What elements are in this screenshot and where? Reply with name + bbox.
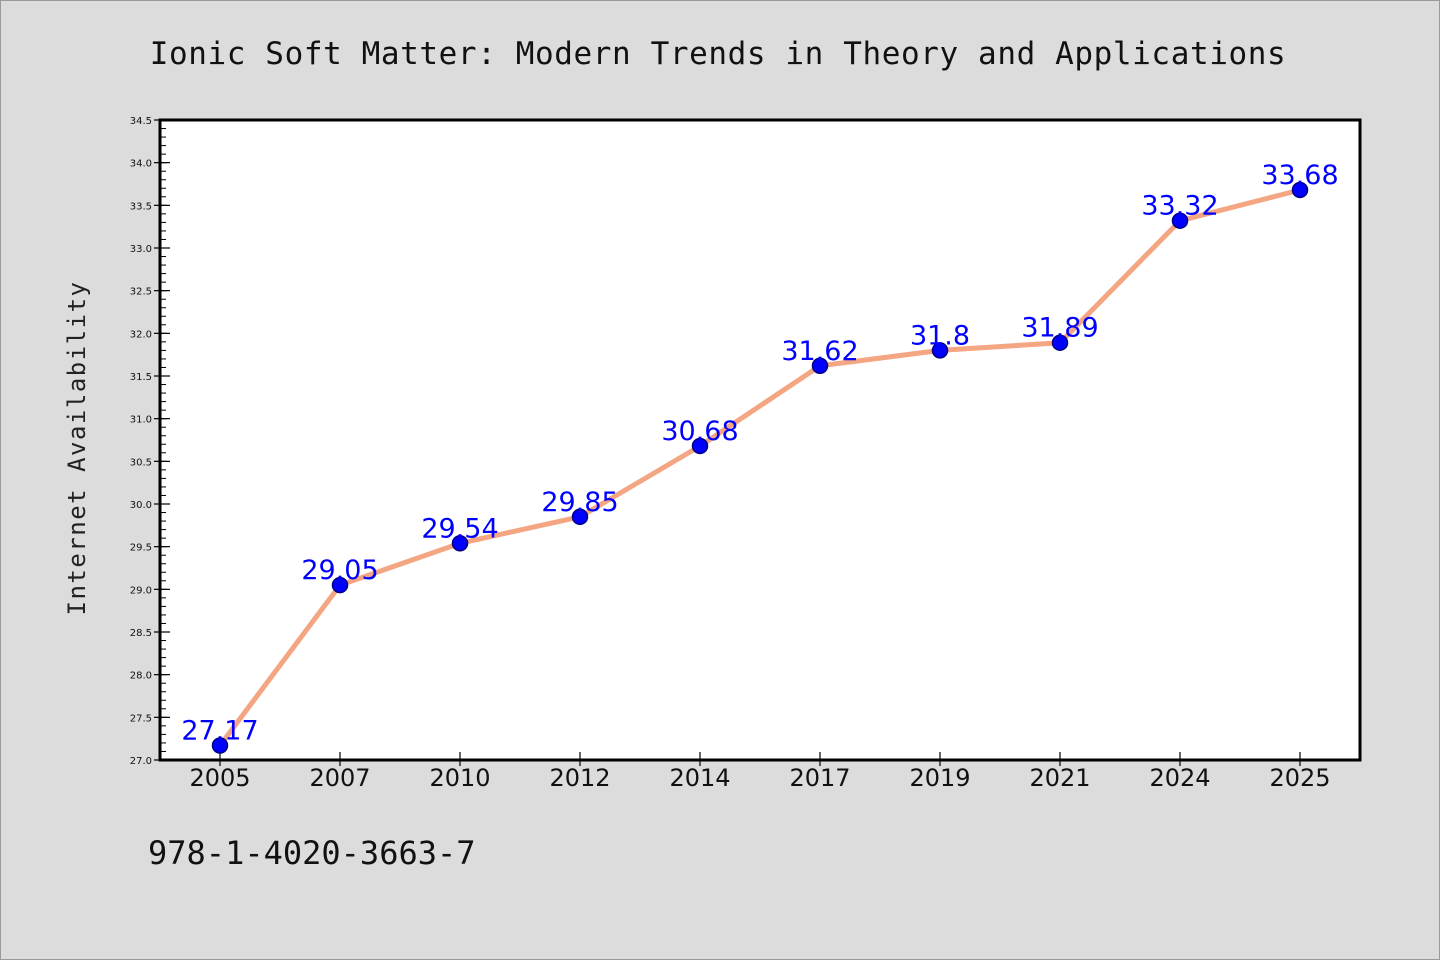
footer-code: 978-1-4020-3663-7 — [148, 834, 476, 872]
y-tick-label: 30.0 — [130, 500, 152, 511]
chart-title: Ionic Soft Matter: Modern Trends in Theo… — [150, 36, 1287, 72]
plot-border — [158, 118, 1362, 762]
data-points — [211, 181, 1309, 754]
y-tick-label: 33.0 — [130, 244, 152, 255]
data-label: 33.68 — [1261, 160, 1338, 191]
data-point — [691, 437, 709, 455]
y-axis-label: Internet Availability — [63, 281, 91, 616]
y-tick-label: 32.5 — [130, 287, 152, 298]
data-label: 31.8 — [910, 320, 970, 351]
y-tick-label: 34.0 — [130, 159, 152, 170]
axis-ticks: 27.0 27.5 28.0 28.5 29.0 29.5 30.0 30.5 31.0 31.5… — [130, 116, 1331, 792]
data-label: 29.05 — [301, 555, 378, 586]
data-label: 29.54 — [421, 513, 498, 544]
data-point — [451, 535, 469, 552]
y-tick-label: 27.5 — [130, 713, 152, 724]
x-tick-label: 2021 — [1029, 764, 1090, 792]
series-line-layer — [217, 187, 1303, 748]
data-label: 27.17 — [181, 715, 258, 746]
data-point — [1051, 334, 1069, 351]
y-tick-label: 34.5 — [130, 116, 152, 127]
data-label: 31.89 — [1021, 313, 1098, 344]
y-tick-label: 28.0 — [130, 671, 152, 682]
y-tick-label: 29.0 — [130, 585, 152, 596]
y-tick-label: 31.0 — [130, 415, 152, 426]
data-point — [331, 576, 349, 594]
y-tick-label: 30.5 — [130, 457, 152, 468]
plot-area — [160, 120, 1360, 760]
x-tick-label: 2005 — [189, 764, 250, 792]
y-tick-label: 33.5 — [130, 201, 152, 212]
x-tick-label: 2024 — [1149, 764, 1210, 792]
y-tick-label: 27.0 — [130, 756, 152, 767]
data-label: 30.68 — [661, 416, 738, 447]
y-tick-label: 28.5 — [130, 628, 152, 639]
data-labels: 27.17 29.05 29.54 29.85 30.68 31.62 31.8 31.89 3… — [181, 160, 1338, 747]
data-point — [931, 342, 949, 359]
x-tick-label: 2025 — [1269, 764, 1330, 792]
y-tick-label: 32.0 — [130, 329, 152, 340]
data-label: 31.62 — [781, 336, 858, 367]
data-point — [811, 357, 829, 375]
x-tick-label: 2012 — [549, 764, 610, 792]
x-tick-label: 2007 — [309, 764, 370, 792]
x-tick-label: 2019 — [909, 764, 970, 792]
x-tick-label: 2017 — [789, 764, 850, 792]
series-line — [217, 187, 1303, 748]
data-point — [1171, 212, 1189, 229]
data-point — [571, 508, 589, 526]
x-tick-label: 2014 — [669, 764, 730, 792]
data-point — [1291, 181, 1309, 199]
data-point — [211, 737, 229, 754]
x-tick-label: 2010 — [429, 764, 490, 792]
y-tick-label: 31.5 — [130, 372, 152, 383]
y-tick-label: 29.5 — [130, 543, 152, 554]
data-label: 33.32 — [1141, 191, 1218, 222]
data-label: 29.85 — [541, 487, 618, 518]
